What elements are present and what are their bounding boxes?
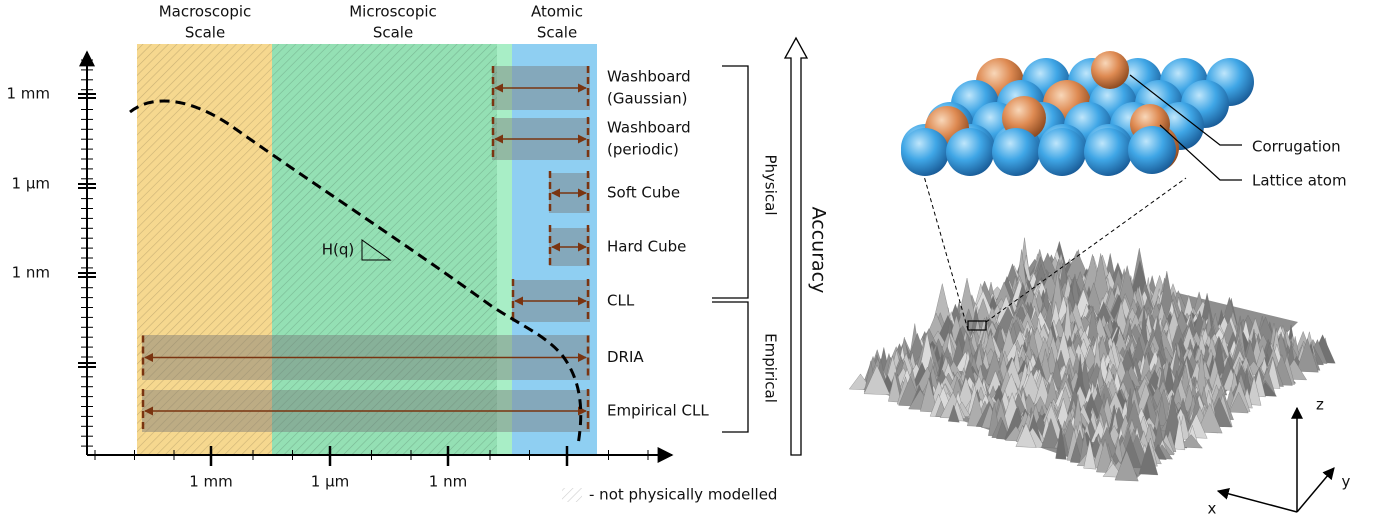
micro-edge	[497, 44, 512, 455]
axis-3d-label: y	[1342, 473, 1351, 491]
legend-swatch	[562, 488, 582, 502]
lattice-atom	[1084, 128, 1132, 176]
scale-label: Scale	[537, 24, 577, 42]
group-label: Empirical	[762, 333, 780, 403]
zoom-line	[985, 177, 1187, 323]
legend-label: - not physically modelled	[589, 486, 777, 504]
scale-label: Macroscopic	[159, 3, 252, 21]
scale-label: Atomic	[531, 3, 583, 21]
leader-line	[1129, 74, 1242, 181]
surface-spike	[1156, 396, 1168, 427]
model-label: Washboard	[607, 119, 691, 137]
surface-spike	[1114, 449, 1139, 482]
axis-3d-label: z	[1316, 396, 1324, 414]
slope-triangle	[361, 239, 392, 261]
scale-label: Scale	[185, 24, 225, 42]
surface-spike	[1228, 391, 1249, 414]
accuracy-label: Accuracy	[808, 207, 830, 294]
scale-label: Microscopic	[349, 3, 437, 21]
model-label: (periodic)	[607, 141, 679, 159]
roughness-curve	[129, 99, 583, 446]
surface-spike	[1041, 417, 1061, 449]
group-bracket	[712, 65, 749, 433]
surface-spike	[1070, 441, 1083, 464]
lattice-atom	[946, 128, 994, 176]
surface-spike	[1296, 338, 1319, 373]
surface-spike	[888, 372, 902, 403]
surface-spike	[1055, 424, 1067, 460]
y-axis-3d	[1296, 467, 1335, 513]
model-label: Empirical CLL	[607, 402, 709, 420]
model-label: Soft Cube	[607, 184, 680, 202]
lattice-atom	[901, 128, 949, 176]
surface-spike	[1083, 439, 1097, 470]
hatch	[137, 44, 497, 455]
surface-spike	[920, 377, 938, 413]
x-tick-label: 1 mm	[189, 473, 233, 491]
surface-spike	[1197, 402, 1223, 434]
zoom-line	[923, 175, 969, 331]
surface-spike	[975, 297, 992, 323]
group-label: Physical	[762, 154, 780, 215]
surface-spike	[1064, 250, 1091, 281]
accuracy-arrow	[783, 36, 809, 456]
surface-spike	[1179, 434, 1203, 449]
axis-3d-label: x	[1208, 500, 1217, 518]
model-label: CLL	[607, 292, 635, 310]
lattice-atom	[1128, 126, 1176, 174]
surface-spike	[1246, 376, 1262, 406]
model-label: Hard Cube	[607, 238, 686, 256]
y-tick-label: 1 μm	[12, 175, 50, 193]
y-tick-label: 1 nm	[12, 264, 50, 282]
surface-spike	[1173, 416, 1186, 451]
lattice-label: Lattice atom	[1252, 172, 1347, 190]
lattice-atom	[992, 128, 1040, 176]
surface-spike	[1015, 422, 1037, 448]
model-label: DRIA	[607, 348, 644, 366]
surface-spike	[863, 364, 891, 395]
slope-label: H(q)	[322, 241, 355, 259]
x-tick-label: 1 μm	[311, 473, 349, 491]
corrugation-atom	[1091, 51, 1129, 89]
y-tick-label: 1 mm	[6, 85, 50, 103]
x-tick-label: 1 nm	[429, 473, 467, 491]
lattice-atom	[1038, 128, 1086, 176]
surface-spike	[996, 419, 1009, 440]
lattice-label: Corrugation	[1252, 138, 1341, 156]
zoom-box	[967, 320, 987, 331]
model-label: (Gaussian)	[607, 90, 688, 108]
surface-spike	[947, 404, 960, 423]
scale-label: Scale	[373, 24, 413, 42]
x-axis-3d	[1216, 487, 1298, 513]
surface-spike	[1138, 441, 1159, 476]
model-label: Washboard	[607, 68, 691, 86]
